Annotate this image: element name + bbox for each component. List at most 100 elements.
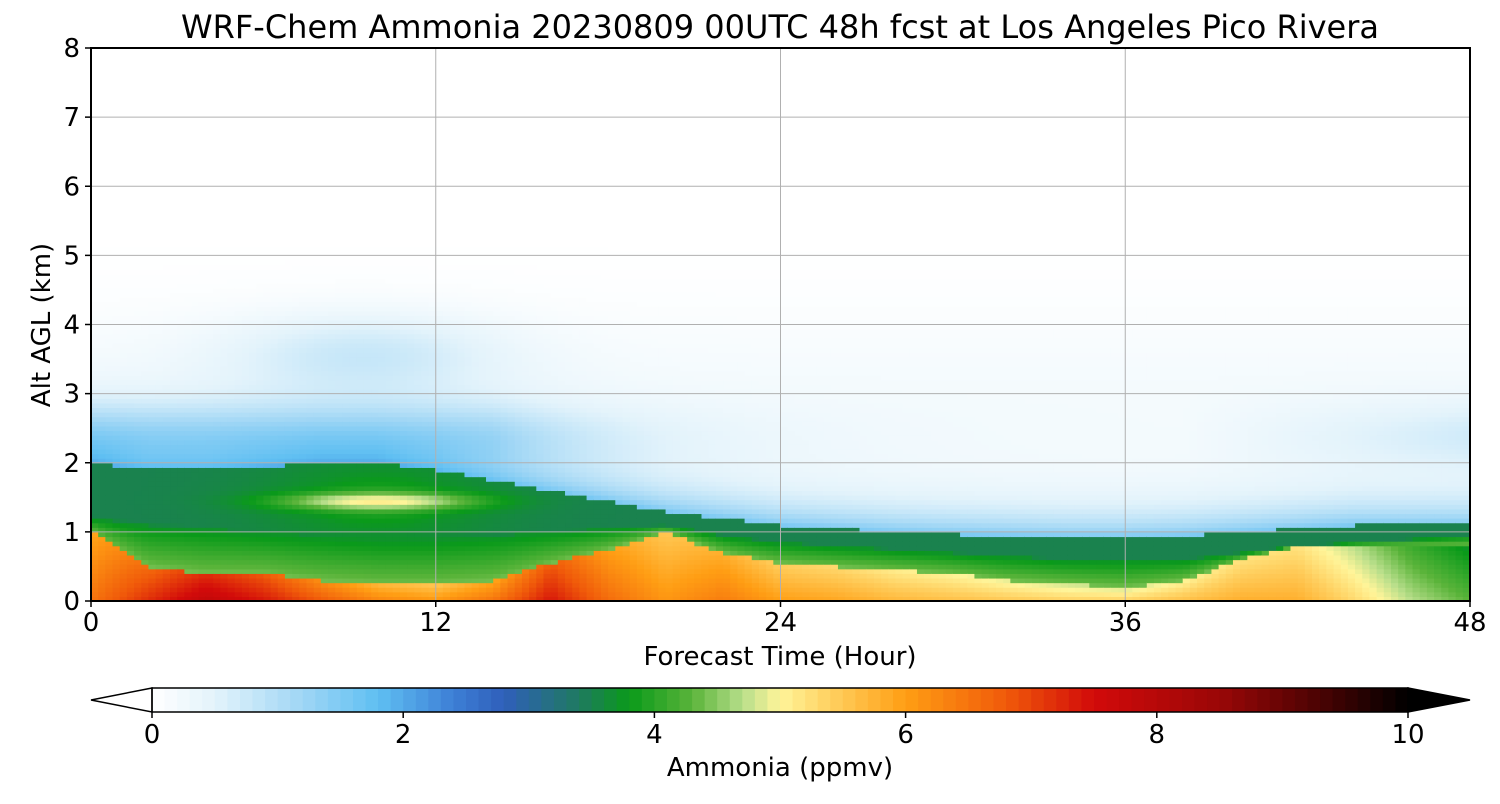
field-cell (350, 569, 358, 574)
field-cell (199, 513, 207, 518)
field-cell (328, 509, 336, 514)
field-cell (206, 195, 214, 200)
field-cell (278, 477, 286, 482)
field-cell (357, 504, 365, 509)
field-cell (105, 301, 113, 306)
field-cell (235, 361, 243, 366)
field-cell (271, 541, 279, 546)
field-cell (163, 486, 171, 491)
field-cell (371, 348, 379, 353)
field-cell (357, 394, 365, 399)
field-cell (105, 177, 113, 182)
field-cell (235, 297, 243, 302)
field-cell (141, 398, 149, 403)
field-cell (256, 463, 264, 468)
field-cell (134, 573, 142, 578)
field-cell (306, 380, 314, 385)
field-cell (385, 583, 393, 588)
field-cell (192, 228, 200, 233)
field-cell (192, 278, 200, 283)
field-cell (256, 435, 264, 440)
field-cell (170, 587, 178, 592)
field-cell (342, 219, 350, 224)
field-cell (227, 578, 235, 583)
field-cell (134, 214, 142, 219)
field-cell (156, 417, 164, 422)
field-cell (342, 417, 350, 422)
field-cell (278, 159, 286, 164)
field-cell (321, 329, 329, 334)
field-cell (199, 509, 207, 514)
field-cell (105, 186, 113, 191)
field-cell (371, 76, 379, 81)
field-cell (199, 66, 207, 71)
field-cell (357, 578, 365, 583)
field-cell (292, 357, 300, 362)
field-cell (342, 136, 350, 141)
field-cell (378, 546, 386, 551)
field-cell (335, 62, 343, 67)
field-cell (350, 417, 358, 422)
field-cell (235, 214, 243, 219)
field-cell (220, 513, 228, 518)
field-cell (335, 108, 343, 113)
field-cell (357, 338, 365, 343)
field-cell (385, 564, 393, 569)
field-cell (134, 136, 142, 141)
field-cell (249, 569, 257, 574)
field-cell (292, 435, 300, 440)
field-cell (306, 472, 314, 477)
field-cell (163, 375, 171, 380)
field-cell (242, 265, 250, 270)
field-cell (113, 440, 121, 445)
field-cell (120, 398, 128, 403)
field-cell (213, 219, 221, 224)
field-cell (314, 357, 322, 362)
field-cell (206, 490, 214, 495)
field-cell (105, 200, 113, 205)
field-cell (256, 472, 264, 477)
field-cell (127, 325, 135, 330)
field-cell (177, 103, 185, 108)
field-cell (98, 154, 106, 159)
field-cell (242, 361, 250, 366)
field-cell (163, 536, 171, 541)
field-cell (177, 219, 185, 224)
field-cell (91, 394, 99, 399)
field-cell (378, 117, 386, 122)
field-cell (235, 504, 243, 509)
field-cell (314, 449, 322, 454)
field-cell (271, 80, 279, 85)
field-cell (148, 518, 156, 523)
field-cell (192, 343, 200, 348)
field-cell (378, 131, 386, 136)
field-cell (256, 504, 264, 509)
field-cell (235, 518, 243, 523)
field-cell (242, 440, 250, 445)
field-cell (134, 564, 142, 569)
field-cell (220, 477, 228, 482)
field-cell (120, 242, 128, 247)
field-cell (192, 504, 200, 509)
field-cell (385, 274, 393, 279)
field-cell (256, 168, 264, 173)
field-cell (127, 136, 135, 141)
field-cell (285, 122, 293, 127)
field-cell (156, 283, 164, 288)
field-cell (148, 481, 156, 486)
field-cell (314, 274, 322, 279)
field-cell (328, 426, 336, 431)
field-cell (199, 283, 207, 288)
field-cell (227, 343, 235, 348)
field-cell (199, 242, 207, 247)
field-cell (350, 578, 358, 583)
field-cell (206, 66, 214, 71)
field-cell (163, 66, 171, 71)
field-cell (342, 500, 350, 505)
field-cell (263, 454, 271, 459)
field-cell (156, 371, 164, 376)
field-cell (220, 66, 228, 71)
field-cell (271, 260, 279, 265)
field-cell (156, 430, 164, 435)
field-cell (299, 99, 307, 104)
